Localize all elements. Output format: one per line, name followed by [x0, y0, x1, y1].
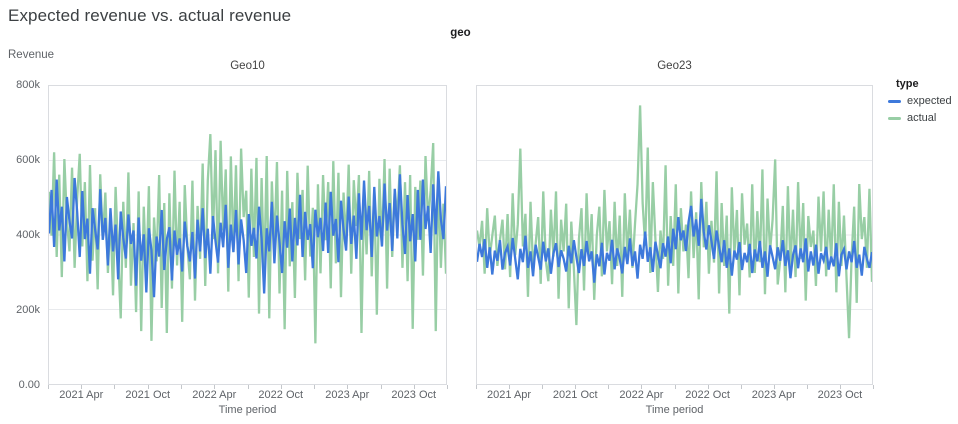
legend-item-actual[interactable]: actual [888, 112, 958, 124]
legend-title: type [896, 78, 919, 90]
x-axis-tick [773, 385, 775, 389]
x-axis-title-geo10: Time period [218, 404, 277, 416]
x-tick-label: 2022 Apr [192, 389, 237, 401]
expected-line-series [477, 198, 872, 283]
x-tick-label: 2022 Oct [258, 389, 304, 401]
y-tick-label: 600k [16, 154, 40, 166]
y-tick-label: 0.00 [18, 379, 40, 391]
x-tick-label: 2023 Oct [817, 389, 863, 401]
x-tick-label: 2021 Oct [552, 389, 598, 401]
x-axis-tick [641, 385, 643, 389]
x-axis-tick [707, 385, 709, 389]
y-tick-label: 200k [16, 304, 40, 316]
x-tick-label: 2023 Apr [751, 389, 796, 401]
line-chart-panel-geo23[interactable] [476, 85, 873, 385]
x-tick-labels-geo10: 2021 Apr 2021 Oct 2022 Apr 2022 Oct 2023 Apr… [48, 389, 447, 403]
y-axis-title: Revenue [8, 49, 55, 61]
x-axis-geo10 [48, 385, 448, 391]
x-axis-tick [81, 385, 83, 389]
x-tick-labels-geo23: 2021 Apr 2021 Oct 2022 Apr 2022 Oct 2023 Apr… [476, 389, 873, 403]
line-chart-panel-geo10[interactable] [48, 85, 447, 385]
expected-series-swatch-icon [888, 99, 901, 103]
x-axis-tick [114, 385, 116, 389]
legend-item-label: expected [907, 95, 952, 107]
x-axis-tick [542, 385, 544, 389]
actual-line-series [477, 105, 872, 339]
x-axis-tick [476, 385, 477, 389]
legend: type expected actual [888, 78, 958, 129]
line-chart-svg-geo10 [49, 134, 446, 344]
x-axis-tick [347, 385, 349, 389]
x-axis-tick [674, 385, 676, 389]
x-tick-label: 2023 Oct [391, 389, 437, 401]
y-tick-label: 800k [16, 79, 40, 91]
x-axis-tick [147, 385, 149, 389]
x-axis-tick [839, 385, 841, 389]
x-axis-title-geo23: Time period [645, 404, 704, 416]
x-tick-label: 2022 Oct [685, 389, 730, 401]
x-tick-label: 2021 Oct [125, 389, 171, 401]
x-axis-tick [575, 385, 577, 389]
legend-item-label: actual [907, 112, 937, 124]
x-axis-tick [48, 385, 49, 389]
chart-title: Expected revenue vs. actual revenue [8, 6, 292, 25]
facet-title-geo23: Geo23 [657, 60, 692, 72]
x-axis-tick [214, 385, 216, 389]
y-tick-label: 400k [16, 229, 40, 241]
x-axis-tick [413, 385, 415, 389]
x-axis-tick [280, 385, 282, 389]
x-axis-tick [873, 385, 874, 389]
x-axis-tick [806, 385, 808, 389]
expected-line-series [49, 171, 446, 298]
x-axis-tick [740, 385, 742, 389]
x-axis-tick [180, 385, 182, 389]
legend-item-expected[interactable]: expected [888, 95, 958, 107]
x-axis-tick [247, 385, 249, 389]
x-axis-tick [509, 385, 511, 389]
x-axis-geo23 [476, 385, 874, 391]
x-axis-tick [380, 385, 382, 389]
x-tick-label: 2023 Apr [325, 389, 370, 401]
x-tick-label: 2022 Apr [619, 389, 664, 401]
x-axis-tick [608, 385, 610, 389]
x-axis-tick [313, 385, 315, 389]
facet-title-geo10: Geo10 [230, 60, 265, 72]
x-axis-tick [447, 385, 448, 389]
facet-dimension-label: geo [450, 27, 471, 39]
line-chart-svg-geo23 [477, 105, 872, 339]
x-tick-label: 2021 Apr [487, 389, 532, 401]
actual-series-swatch-icon [888, 116, 901, 120]
x-tick-label: 2021 Apr [59, 389, 104, 401]
